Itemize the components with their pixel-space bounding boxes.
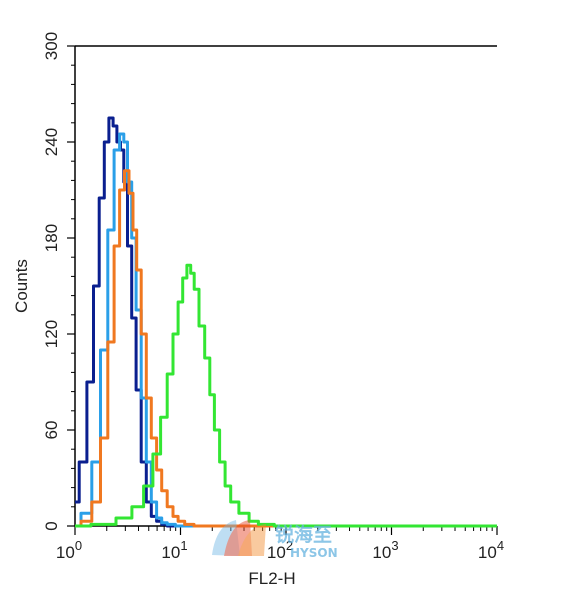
- histogram-series-3: [75, 169, 497, 528]
- x-tick-label: 100: [56, 538, 82, 562]
- watermark: 锐海至 HYSON: [212, 520, 338, 560]
- y-tick-label: 300: [42, 32, 61, 60]
- x-tick-label: 101: [161, 538, 187, 562]
- histogram-series: [75, 116, 497, 528]
- histogram-series-1: [75, 116, 497, 528]
- y-tick-label: 60: [42, 421, 61, 440]
- x-tick-label: 103: [372, 538, 398, 562]
- watermark-logo: [212, 520, 266, 556]
- y-tick-label: 240: [42, 128, 61, 156]
- watermark-cn-text: 锐海至: [275, 523, 332, 546]
- y-axis-title: Counts: [12, 259, 31, 313]
- histogram-series-4: [75, 263, 497, 528]
- x-tick-label: 102: [267, 538, 293, 562]
- x-axis-ticks: 100 101 102 103 104: [56, 526, 504, 562]
- plot-frame: [74, 45, 497, 527]
- histogram-series-2: [75, 132, 497, 528]
- x-axis-title: FL2-H: [248, 569, 295, 588]
- y-tick-label: 180: [42, 224, 61, 252]
- y-axis-ticks: 0 60 120 180 240 300: [42, 32, 75, 531]
- x-tick-label: 104: [478, 538, 504, 562]
- y-tick-label: 0: [42, 521, 61, 530]
- y-tick-label: 120: [42, 320, 61, 348]
- watermark-en-text: HYSON: [290, 546, 338, 560]
